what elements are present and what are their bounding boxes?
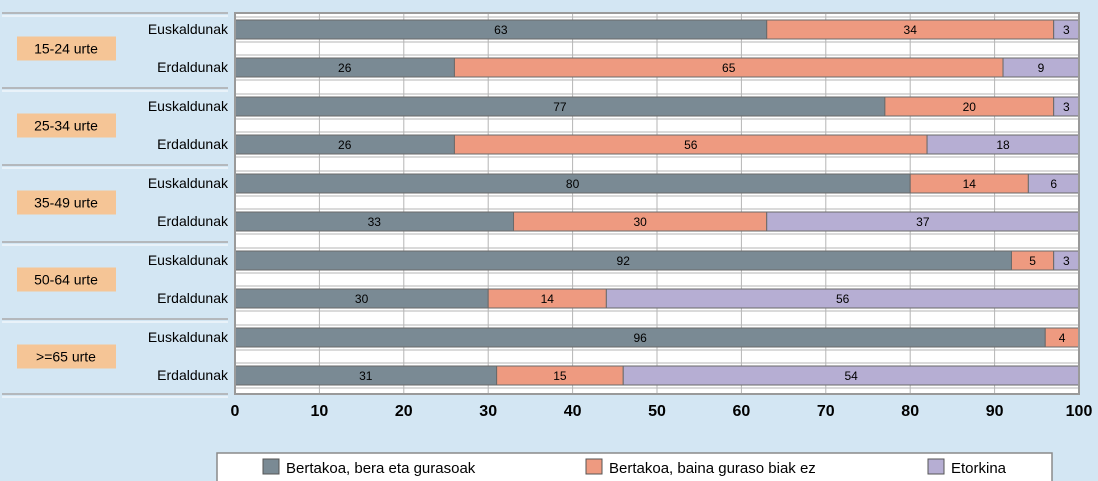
bar-value-label: 15 xyxy=(553,369,567,383)
group-label: 25-34 urte xyxy=(34,118,98,134)
legend-box xyxy=(216,452,1053,481)
row-label: Erdaldunak xyxy=(157,367,229,383)
legend-label: Bertakoa, bera eta gurasoak xyxy=(286,460,476,477)
bar-value-label: 65 xyxy=(722,61,736,75)
bar-value-label: 20 xyxy=(963,100,977,114)
plot-frame xyxy=(234,12,1080,395)
x-tick-label: 0 xyxy=(231,403,240,420)
bar-value-label: 5 xyxy=(1029,254,1036,268)
bar-value-label: 3 xyxy=(1063,254,1070,268)
bar-value-label: 9 xyxy=(1038,61,1045,75)
bar-value-label: 33 xyxy=(368,215,382,229)
x-tick-label: 100 xyxy=(1066,403,1093,420)
bar-value-label: 14 xyxy=(963,177,977,191)
row-label: Erdaldunak xyxy=(157,213,229,229)
bar-value-label: 77 xyxy=(553,100,567,114)
bar-value-label: 26 xyxy=(338,138,352,152)
bar-value-label: 56 xyxy=(836,292,850,306)
legend-label: Bertakoa, baina guraso biak ez xyxy=(609,460,816,477)
row-label: Erdaldunak xyxy=(157,136,229,152)
bar-value-label: 26 xyxy=(338,61,352,75)
bar-value-label: 3 xyxy=(1063,23,1070,37)
group-label-box xyxy=(17,267,116,292)
x-tick-label: 20 xyxy=(395,403,413,420)
bar-value-label: 92 xyxy=(617,254,631,268)
row-label: Erdaldunak xyxy=(157,290,229,306)
bar-value-label: 31 xyxy=(359,369,373,383)
x-tick-label: 30 xyxy=(479,403,497,420)
bar-value-label: 80 xyxy=(566,177,580,191)
legend-swatch xyxy=(927,458,945,475)
group-label-box xyxy=(17,190,116,215)
group-label-box xyxy=(17,113,116,138)
bar-value-label: 3 xyxy=(1063,100,1070,114)
group-label: 35-49 urte xyxy=(34,195,98,211)
bar-value-label: 56 xyxy=(684,138,698,152)
bar-value-label: 63 xyxy=(494,23,508,37)
group-label: >=65 urte xyxy=(36,349,96,365)
legend-label: Etorkina xyxy=(951,460,1007,477)
row-label: Euskaldunak xyxy=(148,175,229,191)
bar-value-label: 18 xyxy=(996,138,1010,152)
bar-value-label: 30 xyxy=(633,215,647,229)
x-tick-label: 90 xyxy=(986,403,1004,420)
legend-swatch xyxy=(262,458,280,475)
row-label: Euskaldunak xyxy=(148,98,229,114)
group-label: 15-24 urte xyxy=(34,41,98,57)
bar-value-label: 30 xyxy=(355,292,369,306)
bar-value-label: 4 xyxy=(1059,331,1066,345)
x-tick-label: 80 xyxy=(901,403,919,420)
bar-value-label: 96 xyxy=(633,331,647,345)
x-tick-label: 10 xyxy=(311,403,329,420)
legend: Bertakoa, bera eta gurasoak Bertakoa, bai… xyxy=(216,452,1053,481)
x-tick-label: 70 xyxy=(817,403,835,420)
group-label-box xyxy=(17,344,116,369)
bar-value-label: 37 xyxy=(916,215,930,229)
row-label: Euskaldunak xyxy=(148,252,229,268)
bar-value-label: 54 xyxy=(844,369,858,383)
group-label-box xyxy=(17,36,116,61)
x-tick-label: 50 xyxy=(648,403,666,420)
group-label: 50-64 urte xyxy=(34,272,98,288)
row-label: Erdaldunak xyxy=(157,59,229,75)
bar-value-label: 34 xyxy=(904,23,918,37)
row-label: Euskaldunak xyxy=(148,21,229,37)
x-tick-label: 40 xyxy=(564,403,582,420)
row-label: Euskaldunak xyxy=(148,329,229,345)
bar-value-label: 6 xyxy=(1050,177,1057,191)
x-tick-label: 60 xyxy=(733,403,751,420)
legend-swatch xyxy=(585,458,603,475)
bar-value-label: 14 xyxy=(541,292,555,306)
